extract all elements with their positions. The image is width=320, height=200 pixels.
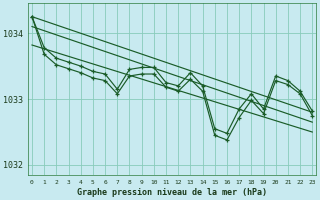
X-axis label: Graphe pression niveau de la mer (hPa): Graphe pression niveau de la mer (hPa) xyxy=(77,188,267,197)
